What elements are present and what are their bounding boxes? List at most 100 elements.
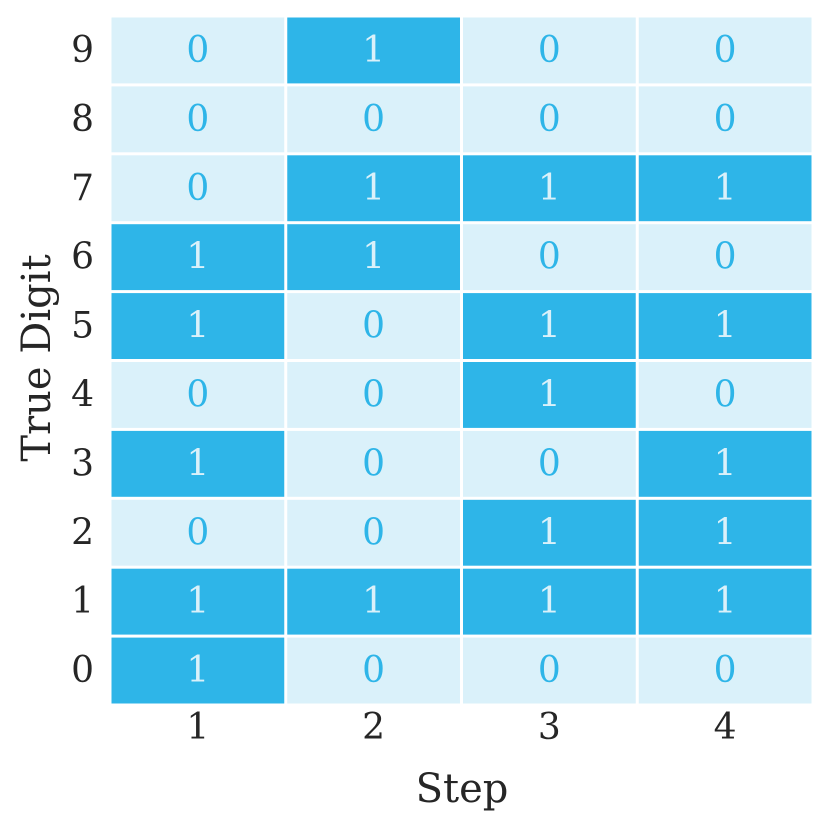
cell-value-label: 0 xyxy=(538,30,561,71)
heatmap-cell-digit0-step1 xyxy=(111,637,285,704)
x-tick-label: 3 xyxy=(538,707,561,748)
heatmap-cell-digit7-step1 xyxy=(111,155,285,222)
cell-value-label: 1 xyxy=(538,306,561,347)
heatmap-cell-digit9-step2 xyxy=(287,17,460,84)
heatmap-cell-digit0-step3 xyxy=(463,637,636,704)
cell-value-label: 1 xyxy=(714,443,737,484)
heatmap-cell-digit9-step3 xyxy=(463,17,636,84)
heatmap-cell-digit6-step3 xyxy=(463,224,636,291)
cell-value-label: 1 xyxy=(186,650,209,691)
heatmap-cell-digit0-step2 xyxy=(287,637,460,704)
heatmap-cell-digit1-step2 xyxy=(287,568,460,635)
heatmap-cell-digit8-step4 xyxy=(638,86,812,153)
x-axis-title: Step xyxy=(416,766,509,812)
heatmap-cell-digit6-step2 xyxy=(287,224,460,291)
heatmap-cell-digit7-step3 xyxy=(463,155,636,222)
cell-value-label: 1 xyxy=(186,581,209,622)
cell-value-label: 1 xyxy=(714,512,737,553)
cell-value-label: 0 xyxy=(362,99,385,140)
heatmap-cell-digit8-step2 xyxy=(287,86,460,153)
heatmap-cells: 1 0 0 0 1 1 1 1 0 0 1 1 1 0 0 1 0 0 1 0 1 0 1 1 1 1 0 0 0 1 1 1 0 0 0 0 0 1 0 0 xyxy=(111,17,812,704)
cell-value-label: 1 xyxy=(538,168,561,209)
y-tick-label: 4 xyxy=(71,374,94,415)
heatmap-cell-digit6-step1 xyxy=(111,224,285,291)
cell-value-label: 0 xyxy=(362,374,385,415)
y-tick-label: 3 xyxy=(71,443,94,484)
heatmap-cell-digit8-step1 xyxy=(111,86,285,153)
cell-value-label: 0 xyxy=(362,512,385,553)
heatmap-cell-digit3-step3 xyxy=(463,430,636,497)
heatmap-cell-digit1-step3 xyxy=(463,568,636,635)
heatmap-cell-digit4-step2 xyxy=(287,362,460,428)
heatmap-cell-digit0-step4 xyxy=(638,637,812,704)
cell-value-label: 0 xyxy=(714,30,737,71)
heatmap-cell-digit4-step3 xyxy=(463,362,636,428)
y-tick-label: 5 xyxy=(71,306,94,347)
heatmap-cell-digit5-step2 xyxy=(287,293,460,359)
cell-value-label: 0 xyxy=(538,237,561,278)
heatmap-cell-digit3-step2 xyxy=(287,430,460,497)
heatmap-cell-digit6-step4 xyxy=(638,224,812,291)
cell-value-label: 0 xyxy=(186,30,209,71)
heatmap-cell-digit2-step3 xyxy=(463,499,636,566)
heatmap-cell-digit4-step4 xyxy=(638,362,812,428)
cell-value-label: 0 xyxy=(538,99,561,140)
y-tick-label: 7 xyxy=(71,168,94,209)
heatmap-cell-digit7-step2 xyxy=(287,155,460,222)
cell-value-label: 1 xyxy=(538,512,561,553)
y-tick-label: 6 xyxy=(71,237,94,278)
cell-value-label: 1 xyxy=(714,581,737,622)
cell-value-label: 1 xyxy=(714,168,737,209)
y-tick-label: 2 xyxy=(71,512,94,553)
cell-value-label: 1 xyxy=(362,237,385,278)
y-tick-label: 9 xyxy=(71,30,94,71)
cell-value-label: 0 xyxy=(186,374,209,415)
y-axis-ticks: 0 1 2 3 4 5 6 7 8 9 xyxy=(71,30,94,691)
x-tick-label: 4 xyxy=(714,707,737,748)
cell-value-label: 1 xyxy=(538,374,561,415)
heatmap-cell-digit3-step1 xyxy=(111,430,285,497)
heatmap-cell-digit2-step1 xyxy=(111,499,285,566)
cell-value-label: 0 xyxy=(714,650,737,691)
x-axis-ticks: 1 2 3 4 xyxy=(186,707,736,748)
cell-value-label: 0 xyxy=(362,443,385,484)
heatmap-cell-digit3-step4 xyxy=(638,430,812,497)
heatmap-cell-digit7-step4 xyxy=(638,155,812,222)
cell-value-label: 0 xyxy=(714,237,737,278)
cell-value-label: 0 xyxy=(186,512,209,553)
heatmap-cell-digit9-step1 xyxy=(111,17,285,84)
cell-value-label: 0 xyxy=(714,374,737,415)
x-tick-label: 2 xyxy=(362,707,385,748)
heatmap-cell-digit2-step2 xyxy=(287,499,460,566)
cell-value-label: 1 xyxy=(538,581,561,622)
cell-value-label: 1 xyxy=(186,306,209,347)
heatmap-cell-digit5-step4 xyxy=(638,293,812,359)
cell-value-label: 1 xyxy=(186,237,209,278)
cell-value-label: 1 xyxy=(186,443,209,484)
cell-value-label: 0 xyxy=(186,168,209,209)
cell-value-label: 0 xyxy=(538,650,561,691)
x-tick-label: 1 xyxy=(186,707,209,748)
y-tick-label: 1 xyxy=(71,581,94,622)
heatmap-cell-digit1-step4 xyxy=(638,568,812,635)
heatmap-cell-digit1-step1 xyxy=(111,568,285,635)
y-axis-title: True Digit xyxy=(14,254,60,461)
cell-value-label: 0 xyxy=(362,306,385,347)
cell-value-label: 0 xyxy=(362,650,385,691)
cell-value-label: 0 xyxy=(538,443,561,484)
heatmap-cell-digit9-step4 xyxy=(638,17,812,84)
cell-value-label: 0 xyxy=(186,99,209,140)
heatmap-cell-digit5-step1 xyxy=(111,293,285,359)
heatmap-cell-digit4-step1 xyxy=(111,362,285,428)
cell-value-label: 1 xyxy=(362,30,385,71)
cell-value-label: 1 xyxy=(362,168,385,209)
cell-value-label: 1 xyxy=(714,306,737,347)
heatmap-cell-digit5-step3 xyxy=(463,293,636,359)
cell-value-label: 0 xyxy=(714,99,737,140)
y-tick-label: 8 xyxy=(71,99,94,140)
cell-value-label: 1 xyxy=(362,581,385,622)
heatmap-cell-digit8-step3 xyxy=(463,86,636,153)
y-tick-label: 0 xyxy=(71,650,94,691)
heatmap-cell-digit2-step4 xyxy=(638,499,812,566)
